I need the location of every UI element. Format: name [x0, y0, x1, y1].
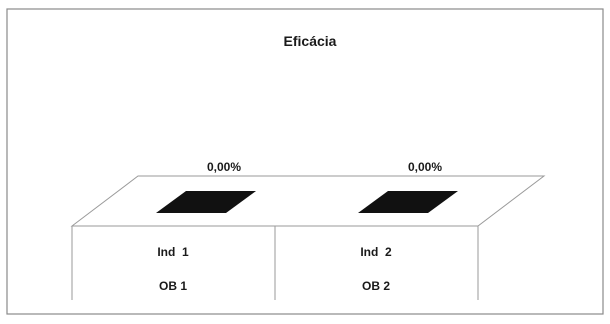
group-label-1: OB 1 [159, 279, 187, 293]
data-label-2: 0,00% [408, 160, 442, 174]
bars-group [156, 191, 458, 213]
chart-floor [70, 175, 546, 227]
chart-frame [6, 8, 604, 315]
group-label-2: OB 2 [362, 279, 390, 293]
category-label-2: Ind 2 [360, 245, 392, 259]
chart-title: Eficácia [284, 33, 337, 49]
data-label-1: 0,00% [207, 160, 241, 174]
bar-2 [358, 191, 458, 213]
bar-1 [156, 191, 256, 213]
category-label-1: Ind 1 [157, 245, 189, 259]
